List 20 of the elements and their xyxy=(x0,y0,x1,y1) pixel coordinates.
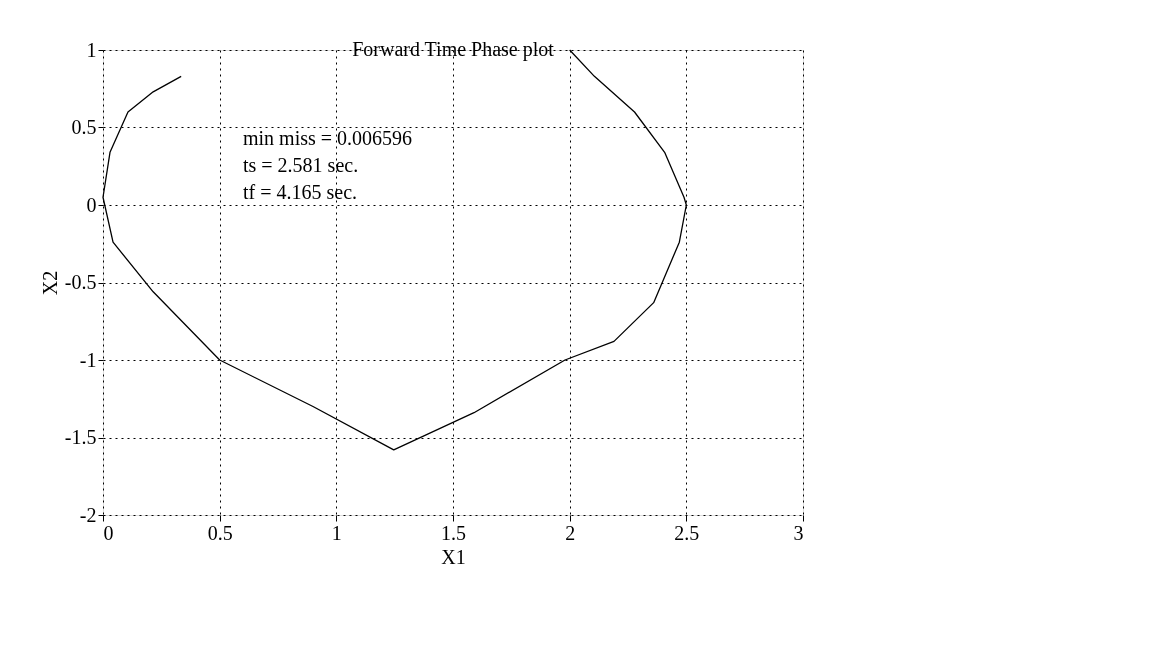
annotation: tf = 4.165 sec. xyxy=(243,180,358,203)
y-tick-label: 0 xyxy=(86,193,97,216)
x-tick-label: 1.5 xyxy=(441,521,466,544)
x-axis-title: X1 xyxy=(441,545,466,568)
x-tick-label: 0 xyxy=(103,521,114,544)
annotation: ts = 2.581 sec. xyxy=(243,154,359,176)
x-tick-label: 0.5 xyxy=(207,521,233,544)
y-axis-title: X2 xyxy=(38,270,61,296)
y-tick-label: -1.5 xyxy=(64,426,97,448)
y-tick-label: -0.5 xyxy=(64,271,97,293)
y-tick-label: 0.5 xyxy=(71,116,97,138)
x-tick-label: 2 xyxy=(565,521,576,544)
x-tick-label: 3 xyxy=(793,521,804,544)
y-tick-label: -1 xyxy=(79,348,97,371)
annotation: min miss = 0.006596 xyxy=(243,127,413,150)
y-tick-label: 1 xyxy=(86,38,97,61)
x-tick-label: 1 xyxy=(331,521,342,544)
x-tick-label: 2.5 xyxy=(674,521,700,544)
y-tick-label: -2 xyxy=(79,503,97,526)
chart-title: Forward Time Phase plot xyxy=(352,38,555,61)
